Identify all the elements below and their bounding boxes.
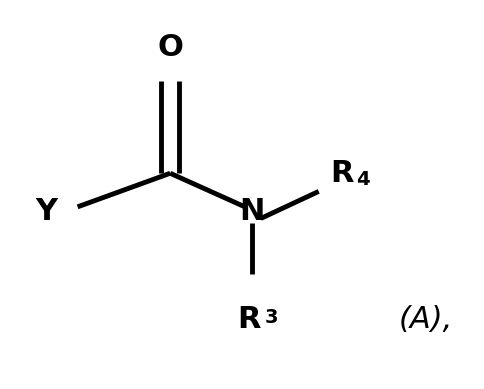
Text: 4: 4 bbox=[355, 170, 369, 189]
Text: N: N bbox=[239, 197, 264, 226]
Text: R: R bbox=[330, 159, 353, 188]
Text: 3: 3 bbox=[264, 308, 277, 328]
Text: Y: Y bbox=[35, 197, 57, 226]
Text: (A),: (A), bbox=[398, 305, 452, 334]
Text: R: R bbox=[237, 305, 261, 334]
Text: O: O bbox=[157, 33, 183, 62]
